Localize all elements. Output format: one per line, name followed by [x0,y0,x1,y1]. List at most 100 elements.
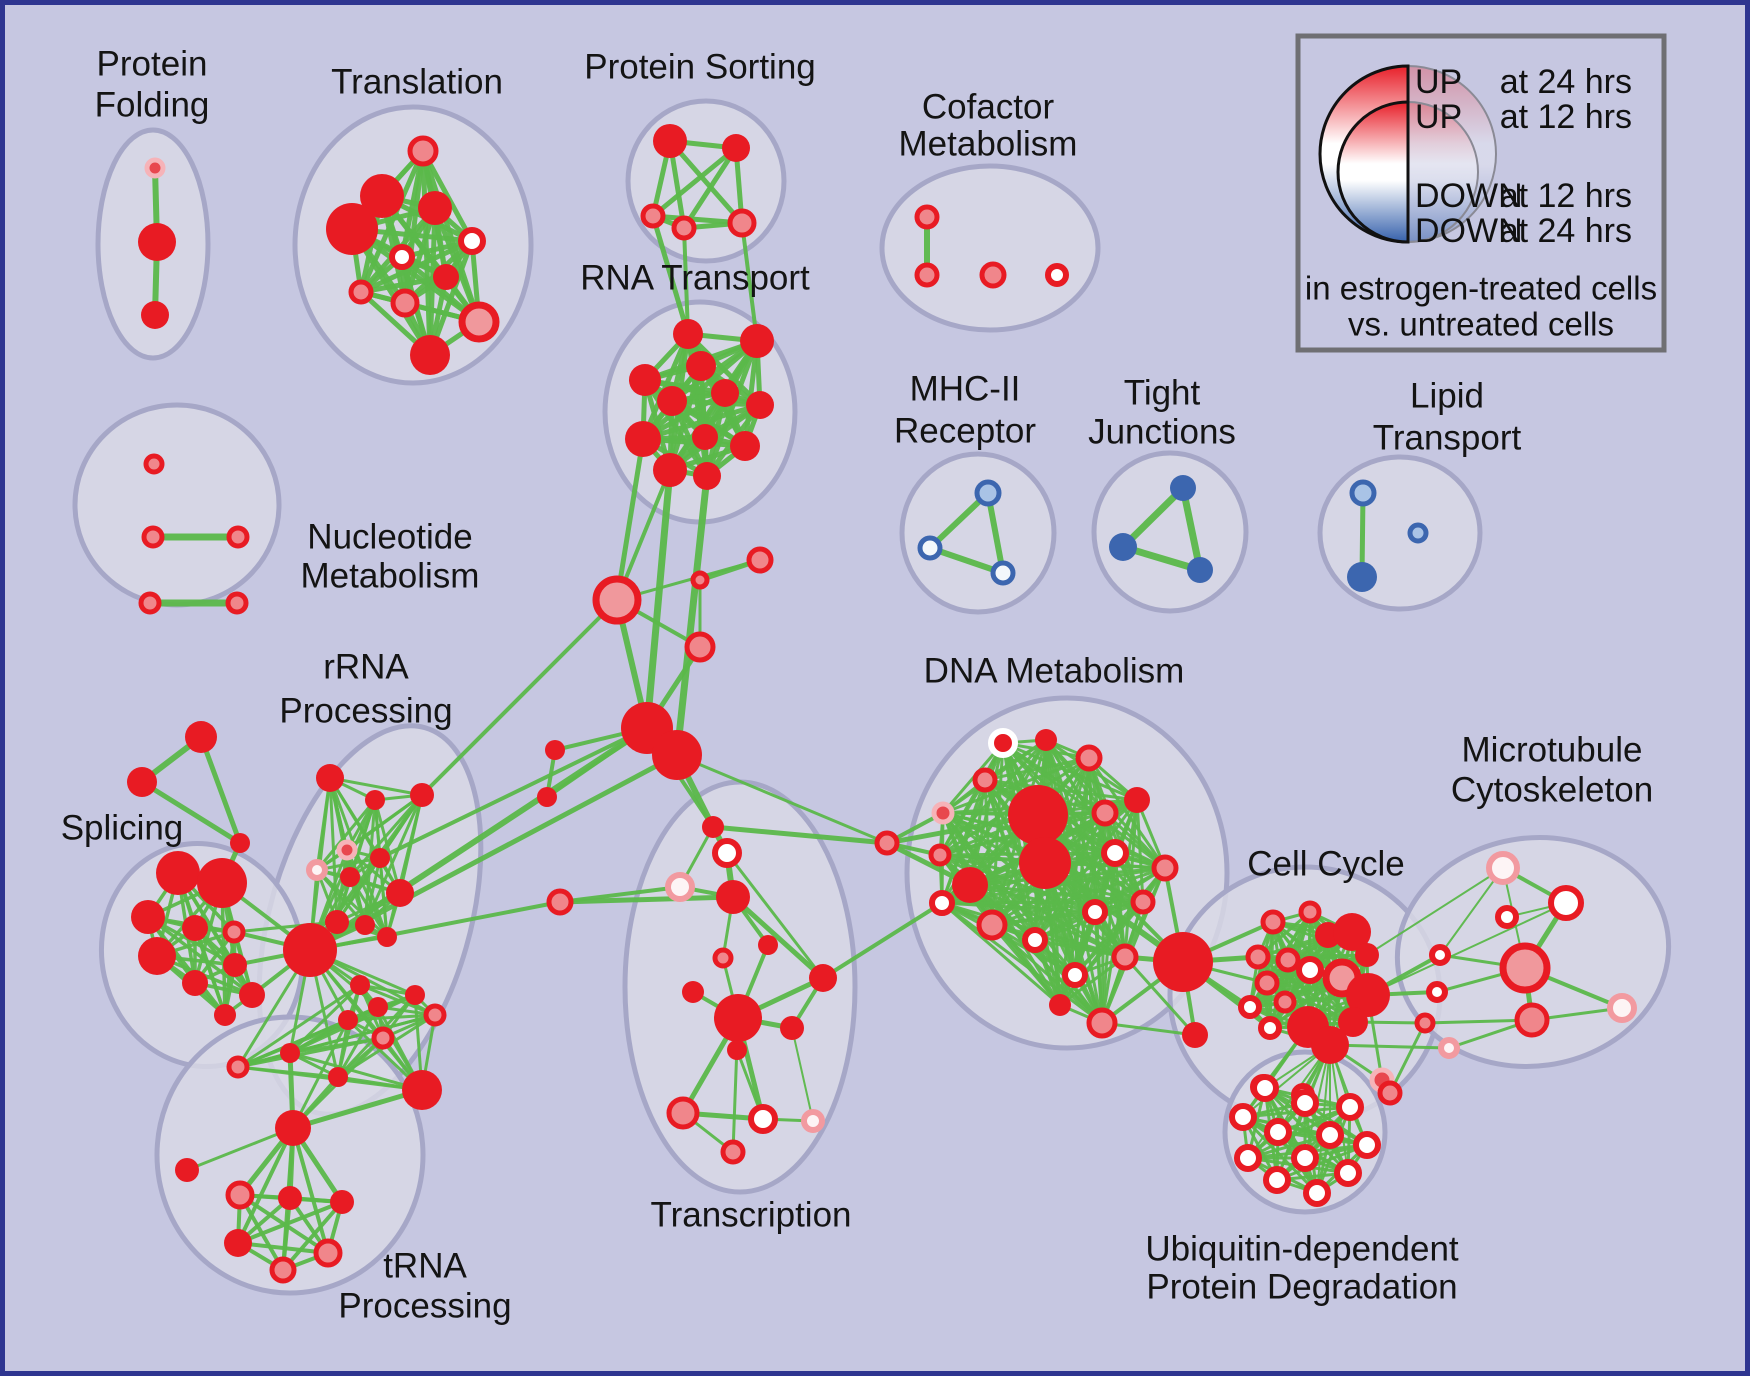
network-node[interactable] [702,816,724,838]
network-node[interactable] [283,923,337,977]
network-node[interactable] [371,1026,395,1050]
network-node[interactable] [720,1139,746,1165]
network-node[interactable] [355,915,375,935]
network-node[interactable] [972,767,998,793]
network-node[interactable] [1124,787,1150,813]
network-node[interactable] [1234,1144,1262,1172]
network-node[interactable] [712,947,734,969]
network-node[interactable] [653,124,687,158]
network-node[interactable] [665,872,695,902]
network-node[interactable] [197,858,247,908]
network-node[interactable] [1291,1144,1319,1172]
network-node[interactable] [1353,1131,1381,1159]
network-node[interactable] [780,1016,804,1040]
network-node[interactable] [280,1043,300,1063]
network-node[interactable] [1346,973,1390,1017]
network-node[interactable] [537,787,557,807]
network-node[interactable] [974,479,1002,507]
network-node[interactable] [1514,1002,1550,1038]
network-node[interactable] [653,453,687,487]
network-node[interactable] [1260,909,1286,935]
network-node[interactable] [1296,956,1324,984]
network-node[interactable] [405,985,425,1005]
network-node[interactable] [690,570,710,590]
network-node[interactable] [316,764,344,792]
network-node[interactable] [377,927,397,947]
network-node[interactable] [1045,263,1069,287]
network-node[interactable] [1334,1159,1362,1187]
network-node[interactable] [306,859,328,881]
network-node[interactable] [222,920,246,944]
network-node[interactable] [692,424,718,450]
network-node[interactable] [712,838,742,868]
network-node[interactable] [458,227,486,255]
network-node[interactable] [1229,1103,1257,1131]
network-node[interactable] [1607,993,1637,1023]
network-node[interactable] [1336,1093,1364,1121]
network-node[interactable] [402,1070,442,1110]
network-node[interactable] [746,391,774,419]
network-node[interactable] [225,1180,255,1210]
network-node[interactable] [138,937,176,975]
network-node[interactable] [338,1010,358,1030]
network-node[interactable] [226,525,250,549]
network-node[interactable] [666,1096,700,1130]
network-node[interactable] [1355,943,1379,967]
network-node[interactable] [727,1040,747,1060]
network-node[interactable] [722,134,750,162]
network-node[interactable] [1111,943,1139,971]
network-node[interactable] [330,1190,354,1214]
network-node[interactable] [386,879,414,907]
network-node[interactable] [182,915,208,941]
network-node[interactable] [657,386,687,416]
network-node[interactable] [138,591,162,615]
network-node[interactable] [1414,1012,1436,1034]
network-node[interactable] [325,910,349,934]
network-node[interactable] [914,262,940,288]
network-node[interactable] [730,431,760,461]
network-node[interactable] [1086,1007,1118,1039]
network-node[interactable] [592,575,642,625]
network-node[interactable] [1254,970,1280,996]
network-node[interactable] [711,379,739,407]
network-node[interactable] [801,1109,825,1133]
network-node[interactable] [365,790,385,810]
network-node[interactable] [239,982,265,1008]
network-node[interactable] [1091,799,1119,827]
network-node[interactable] [127,767,157,797]
network-node[interactable] [1022,927,1048,953]
network-node[interactable] [874,830,900,856]
network-node[interactable] [360,174,404,218]
network-node[interactable] [389,244,415,270]
network-node[interactable] [1311,1026,1349,1064]
network-node[interactable] [141,301,169,329]
network-node[interactable] [928,843,952,867]
network-node[interactable] [546,888,574,916]
network-node[interactable] [976,909,1008,941]
network-node[interactable] [914,204,940,230]
network-node[interactable] [1499,942,1551,994]
network-node[interactable] [1333,913,1371,951]
network-node[interactable] [1008,785,1068,845]
network-node[interactable] [714,994,762,1042]
network-node[interactable] [138,223,176,261]
network-node[interactable] [1182,1022,1208,1048]
network-node[interactable] [929,890,955,916]
network-node[interactable] [1347,562,1377,592]
network-node[interactable] [931,801,955,825]
network-node[interactable] [410,783,434,807]
network-node[interactable] [979,261,1007,289]
network-node[interactable] [629,364,661,396]
network-node[interactable] [340,867,360,887]
network-node[interactable] [1273,990,1297,1014]
network-node[interactable] [758,935,778,955]
network-node[interactable] [275,1110,311,1146]
network-node[interactable] [144,157,166,179]
network-node[interactable] [1101,839,1129,867]
network-node[interactable] [682,981,704,1003]
network-node[interactable] [1019,837,1071,889]
network-node[interactable] [1291,1089,1319,1117]
network-node[interactable] [458,301,500,343]
network-node[interactable] [1153,932,1213,992]
network-node[interactable] [640,203,666,229]
